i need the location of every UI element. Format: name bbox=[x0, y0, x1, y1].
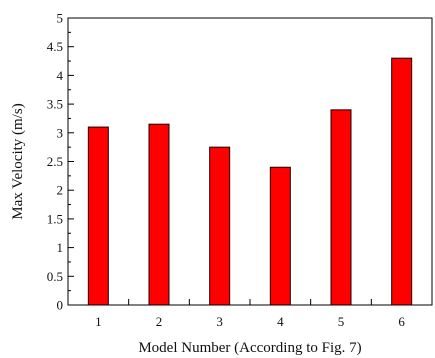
bar-model-4 bbox=[269, 166, 291, 306]
x-axis-title: Model Number (According to Fig. 7) bbox=[138, 340, 361, 356]
x-tick-label: 4 bbox=[277, 314, 284, 329]
bar-model-1 bbox=[87, 126, 109, 306]
y-tick-label: 1 bbox=[57, 240, 64, 255]
x-tick-label: 6 bbox=[398, 314, 405, 329]
y-tick-label: 4 bbox=[57, 68, 64, 83]
y-tick-label: 5 bbox=[57, 11, 64, 26]
y-tick-label: 3.5 bbox=[47, 97, 63, 112]
y-tick-label: 0.5 bbox=[47, 269, 63, 284]
plot-frame bbox=[67, 17, 433, 306]
y-axis-title: Max Velocity (m/s) bbox=[10, 103, 26, 219]
bar-model-2 bbox=[148, 123, 170, 306]
y-tick-label: 0 bbox=[57, 298, 64, 313]
bar-model-3 bbox=[209, 146, 231, 306]
y-tick-label: 2 bbox=[57, 183, 64, 198]
y-tick-label: 2.5 bbox=[47, 154, 63, 169]
x-tick-label: 3 bbox=[216, 314, 223, 329]
bar-model-5 bbox=[330, 109, 352, 306]
x-tick-label: 5 bbox=[338, 314, 345, 329]
y-tick-label: 1.5 bbox=[47, 211, 63, 226]
y-tick-label: 3 bbox=[57, 125, 64, 140]
y-tick-label: 4.5 bbox=[47, 39, 63, 54]
bars bbox=[87, 57, 413, 306]
y-axis-ticks: 0 0.5 1 1.5 2 2.5 3 3.5 4 4.5 5 bbox=[47, 11, 74, 313]
x-tick-label: 2 bbox=[156, 314, 163, 329]
x-axis-ticks: 1 2 3 4 5 6 bbox=[95, 299, 405, 329]
x-tick-label: 1 bbox=[95, 314, 102, 329]
bar-model-6 bbox=[391, 57, 413, 306]
